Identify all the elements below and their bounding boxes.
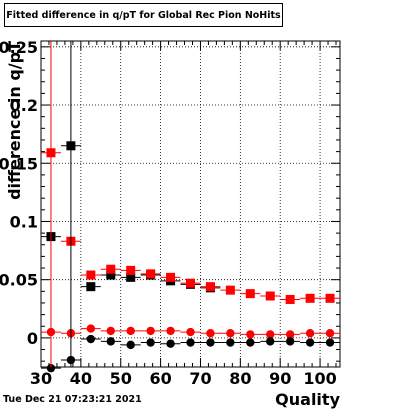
data-point bbox=[106, 270, 116, 280]
y-tick-label: 0.25 bbox=[0, 38, 38, 57]
x-tick-label: 40 bbox=[70, 369, 92, 388]
x-tick-label: 80 bbox=[229, 369, 251, 388]
data-point bbox=[325, 338, 335, 347]
y-tick-label: 0.1 bbox=[10, 212, 38, 231]
plot-frame bbox=[40, 40, 341, 368]
x-tick-label: 70 bbox=[189, 369, 211, 388]
data-point bbox=[106, 326, 115, 336]
data-point bbox=[285, 330, 295, 339]
data-point bbox=[266, 330, 275, 339]
chart-title: Fitted difference in q/pT for Global Rec… bbox=[6, 9, 281, 21]
chart-title-box: Fitted difference in q/pT for Global Rec… bbox=[4, 3, 283, 27]
data-point bbox=[166, 272, 176, 282]
y-tick-label: 0 bbox=[27, 329, 38, 348]
data-point bbox=[246, 338, 255, 347]
data-point bbox=[225, 285, 235, 295]
data-point bbox=[285, 294, 295, 304]
timestamp: Tue Dec 21 07:23:21 2021 bbox=[3, 394, 142, 405]
data-point bbox=[305, 293, 315, 303]
y-tick-label: 0.05 bbox=[0, 271, 38, 290]
y-tick-label: 0.15 bbox=[0, 154, 38, 173]
y-tick-label: 0.2 bbox=[10, 96, 38, 115]
y-tick-labels: 0 0.05 0.1 0.15 0.2 0.25 bbox=[0, 38, 38, 348]
data-point bbox=[86, 334, 96, 344]
data-point bbox=[126, 340, 135, 350]
data-point bbox=[126, 265, 136, 275]
data-point bbox=[146, 326, 155, 336]
x-tick-label: 50 bbox=[110, 369, 132, 388]
grid bbox=[41, 41, 340, 367]
x-axis-label: Quality bbox=[275, 390, 340, 409]
data-point bbox=[245, 289, 255, 299]
data-point bbox=[146, 338, 155, 347]
data-point bbox=[86, 282, 96, 292]
data-point bbox=[285, 337, 295, 346]
data-point bbox=[325, 293, 335, 303]
x-tick-label: 100 bbox=[303, 369, 336, 388]
data-point bbox=[126, 326, 135, 336]
data-point bbox=[246, 330, 255, 339]
data-point bbox=[106, 337, 115, 346]
data-point bbox=[166, 339, 175, 348]
data-point bbox=[226, 329, 235, 338]
data-point bbox=[186, 327, 195, 337]
data-point bbox=[305, 338, 315, 347]
data-point bbox=[86, 270, 96, 280]
data-point bbox=[205, 282, 215, 292]
data-series bbox=[41, 41, 340, 373]
data-point bbox=[226, 338, 235, 347]
data-point bbox=[146, 269, 156, 279]
axis-ticks bbox=[40, 41, 340, 367]
x-tick-label: 60 bbox=[149, 369, 171, 388]
data-point bbox=[46, 363, 56, 373]
series-2 bbox=[41, 148, 340, 304]
data-point bbox=[86, 324, 96, 333]
y-axis-label: difference in q/pT bbox=[5, 41, 24, 200]
data-point bbox=[206, 329, 215, 338]
x-tick-labels: 30 40 50 60 70 80 90 100 bbox=[30, 369, 337, 388]
data-point bbox=[305, 329, 315, 338]
data-point bbox=[206, 338, 215, 347]
vertical-error-bars bbox=[50, 41, 72, 367]
x-tick-label: 90 bbox=[269, 369, 291, 388]
data-point bbox=[186, 278, 195, 288]
data-point bbox=[126, 272, 136, 282]
data-point bbox=[266, 337, 275, 346]
data-point bbox=[325, 329, 335, 338]
x-tick-label: 30 bbox=[30, 369, 52, 388]
series-3 bbox=[41, 324, 340, 339]
data-point bbox=[186, 338, 195, 347]
data-point bbox=[106, 264, 116, 274]
data-point bbox=[166, 326, 175, 336]
data-point bbox=[265, 291, 275, 301]
